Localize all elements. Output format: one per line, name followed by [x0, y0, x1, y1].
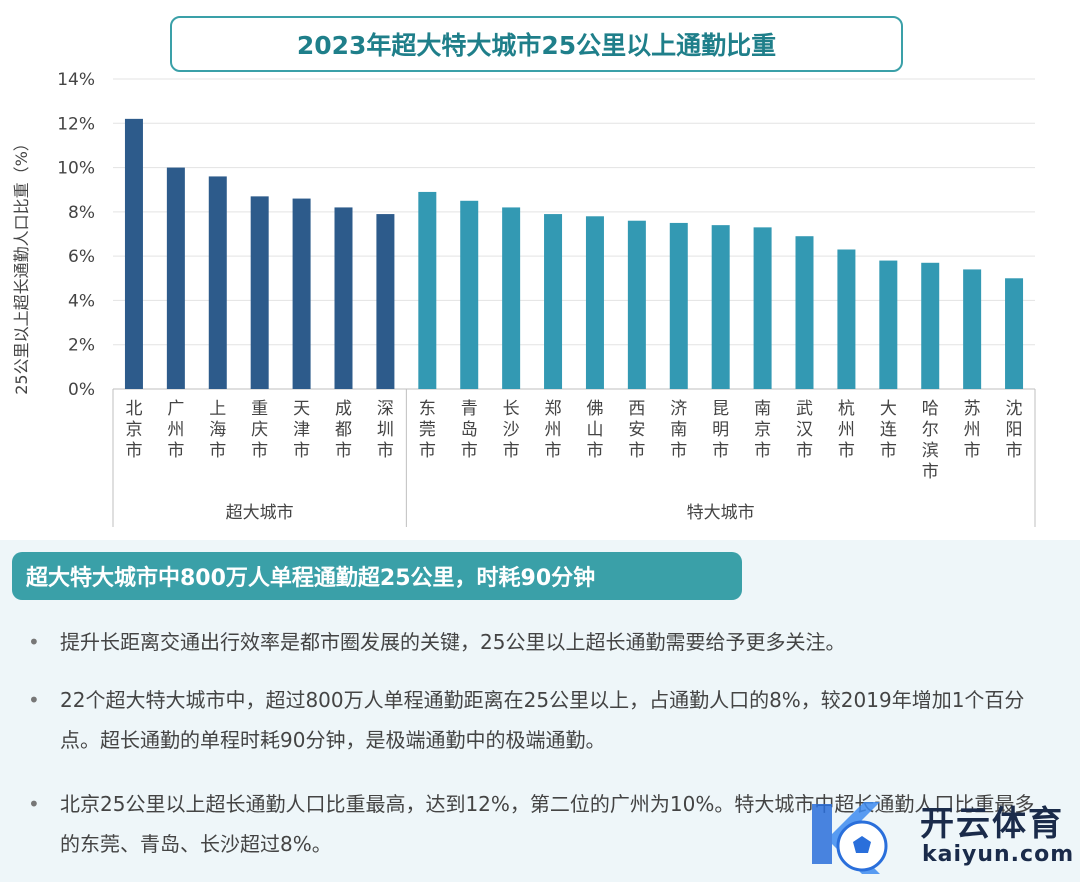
bullet-text: 22个超大特大城市中，超过800万人单程通勤距离在25公里以上，占通勤人口的8%… [60, 688, 1025, 752]
bullet-dot-icon: • [28, 630, 40, 654]
y-tick-label: 2% [68, 336, 95, 356]
watermark-logo: 开云体育 kaiyun.com [800, 790, 1080, 882]
bullet-text: 提升长距离交通出行效率是都市圈发展的关键，25公里以上超长通勤需要给予更多关注。 [60, 630, 846, 654]
bar [292, 198, 311, 389]
bars [124, 118, 1024, 389]
x-tick-label: 广州市 [167, 399, 184, 461]
bar [921, 262, 940, 389]
y-tick-label: 12% [57, 114, 95, 134]
x-tick-label: 杭州市 [838, 399, 855, 461]
watermark-name: 开云体育 [920, 804, 1064, 844]
bar [837, 249, 856, 389]
x-tick-label: 成都市 [335, 399, 352, 461]
watermark-url: kaiyun.com [922, 842, 1075, 867]
x-tick-label: 昆明市 [712, 399, 729, 461]
x-tick-label: 西安市 [628, 399, 645, 461]
bar [1005, 278, 1024, 389]
bar [502, 207, 521, 389]
x-tick-label: 深圳市 [377, 399, 394, 461]
x-tick-label: 苏州市 [964, 399, 981, 461]
x-tick-label: 青岛市 [461, 399, 478, 461]
y-axis-label: 25公里以上超长通勤人口比重（%） [12, 135, 31, 395]
x-tick-label: 长沙市 [503, 399, 520, 461]
x-tick-label: 济南市 [670, 399, 687, 461]
y-tick-label: 8% [68, 203, 95, 223]
bar [376, 214, 395, 389]
bullet-item: • 北京25公里以上超长通勤人口比重最高，达到12%，第二位的广州为10%。特大… [28, 784, 1058, 864]
bar [460, 200, 479, 389]
group-labels: 超大城市 特大城市 [112, 389, 1036, 527]
bullet-dot-icon: • [28, 792, 40, 816]
x-tick-label: 北京市 [125, 399, 142, 461]
bar [418, 191, 437, 389]
bullet-item: • 提升长距离交通出行效率是都市圈发展的关键，25公里以上超长通勤需要给予更多关… [28, 622, 1058, 662]
bar [124, 118, 143, 389]
bar [795, 236, 814, 389]
bar [879, 260, 898, 389]
bar [250, 196, 269, 389]
x-tick-label: 沈阳市 [1006, 399, 1023, 461]
bullet-dot-icon: • [28, 688, 40, 712]
bar [544, 214, 563, 389]
y-tick-label: 14% [57, 70, 95, 90]
x-tick-label: 南京市 [754, 399, 771, 461]
y-tick-label: 6% [68, 247, 95, 267]
bar-chart: 0% 2% 4% 6% 8% 10% 12% 14% 北京市 广州市 上海市 重庆市 天津市 成都市 深圳… [12, 70, 1036, 527]
x-tick-label: 佛山市 [586, 399, 603, 461]
y-tick-label: 4% [68, 291, 95, 311]
y-axis-ticks: 0% 2% 4% 6% 8% 10% 12% 14% [57, 70, 95, 400]
x-tick-label: 哈尔滨市 [922, 399, 939, 482]
x-tick-label: 上海市 [209, 399, 226, 461]
y-tick-label: 0% [68, 380, 95, 400]
soccer-ball-icon [812, 802, 888, 874]
y-tick-label: 10% [57, 159, 95, 179]
x-tick-label: 郑州市 [545, 399, 562, 461]
bullet-item: • 22个超大特大城市中，超过800万人单程通勤距离在25公里以上，占通勤人口的… [28, 680, 1058, 760]
summary-panel: 超大特大城市中800万人单程通勤超25公里，时耗90分钟 • 提升长距离交通出行… [0, 540, 1080, 882]
bar [585, 216, 604, 389]
x-tick-label: 东莞市 [419, 399, 436, 461]
bar [627, 220, 646, 389]
bullet-text: 北京25公里以上超长通勤人口比重最高，达到12%，第二位的广州为10%。特大城市… [60, 792, 1035, 856]
bar [166, 167, 185, 389]
group-label: 超大城市 [226, 503, 294, 523]
x-tick-label: 大连市 [880, 399, 897, 461]
x-tick-label: 天津市 [293, 399, 310, 461]
bar [334, 207, 353, 389]
bar [208, 176, 227, 389]
chart-title: 2023年超大特大城市25公里以上通勤比重 [170, 16, 903, 72]
bar [963, 269, 982, 389]
x-tick-label: 武汉市 [796, 399, 813, 461]
x-axis-labels: 北京市 广州市 上海市 重庆市 天津市 成都市 深圳市 东莞市 青岛市 长沙市 郑州市 佛山市 西安市 济… [125, 399, 1022, 482]
bar [711, 225, 730, 389]
bar [753, 227, 772, 389]
panel-header: 超大特大城市中800万人单程通勤超25公里，时耗90分钟 [12, 552, 742, 600]
bar [669, 222, 688, 389]
group-label: 特大城市 [687, 503, 755, 523]
x-tick-label: 重庆市 [251, 399, 268, 461]
